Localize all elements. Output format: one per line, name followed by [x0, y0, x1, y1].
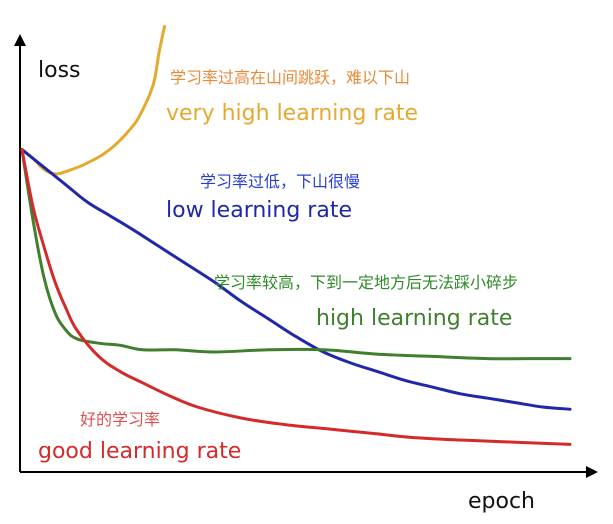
- series-line-good: [20, 148, 572, 446]
- x-axis-label: epoch: [468, 489, 535, 514]
- series-line-low: [20, 148, 572, 411]
- series-line-high: [20, 148, 572, 361]
- annotation-high-cn: 学习率较高，下到一定地方后无法踩小碎步: [214, 273, 518, 292]
- annotation-good-cn: 好的学习率: [80, 410, 160, 429]
- annotation-good-en: good learning rate: [38, 439, 241, 464]
- series-line-very-high: [20, 24, 166, 176]
- annotation-low-cn: 学习率过低，下山很慢: [200, 172, 360, 191]
- series-lines: [20, 24, 572, 446]
- annotation-very-high-cn: 学习率过高在山间跳跃，难以下山: [170, 68, 410, 87]
- annotation-high-en: high learning rate: [316, 306, 512, 331]
- annotation-very-high-en: very high learning rate: [166, 101, 418, 126]
- annotation-low-en: low learning rate: [166, 198, 352, 223]
- y-axis-label: loss: [38, 58, 81, 83]
